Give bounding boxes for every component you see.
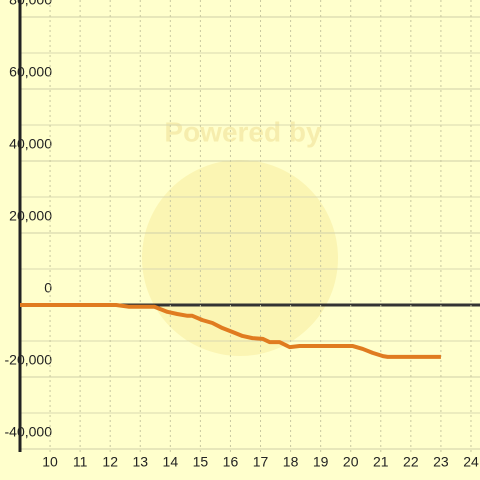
x-tick-label: 16 bbox=[223, 454, 239, 470]
x-tick-label: 19 bbox=[313, 454, 329, 470]
x-tick-label: 10 bbox=[42, 454, 58, 470]
x-tick-label: 11 bbox=[73, 454, 88, 470]
x-tick-label: 24 bbox=[463, 454, 479, 470]
y-tick-label: 0 bbox=[44, 280, 52, 296]
x-tick-label: 22 bbox=[403, 454, 419, 470]
x-tick-label: 17 bbox=[253, 454, 269, 470]
y-tick-label: 20,000 bbox=[9, 208, 52, 224]
x-tick-label: 18 bbox=[283, 454, 299, 470]
x-tick-label: 12 bbox=[102, 454, 118, 470]
y-tick-label: 80,000 bbox=[9, 0, 52, 8]
x-tick-label: 23 bbox=[433, 454, 449, 470]
x-tick-label: 15 bbox=[193, 454, 209, 470]
y-tick-label: 40,000 bbox=[9, 136, 52, 152]
y-tick-label: -40,000 bbox=[5, 424, 53, 440]
y-tick-label: 60,000 bbox=[9, 64, 52, 80]
y-tick-label: -20,000 bbox=[5, 352, 53, 368]
x-tick-label: 13 bbox=[132, 454, 148, 470]
x-tick-label: 14 bbox=[163, 454, 179, 470]
line-series bbox=[20, 303, 441, 359]
x-tick-label: 20 bbox=[343, 454, 359, 470]
watermark: Powered by bbox=[164, 116, 322, 147]
x-tick-label: 21 bbox=[373, 454, 389, 470]
watermark-logo bbox=[142, 160, 338, 356]
